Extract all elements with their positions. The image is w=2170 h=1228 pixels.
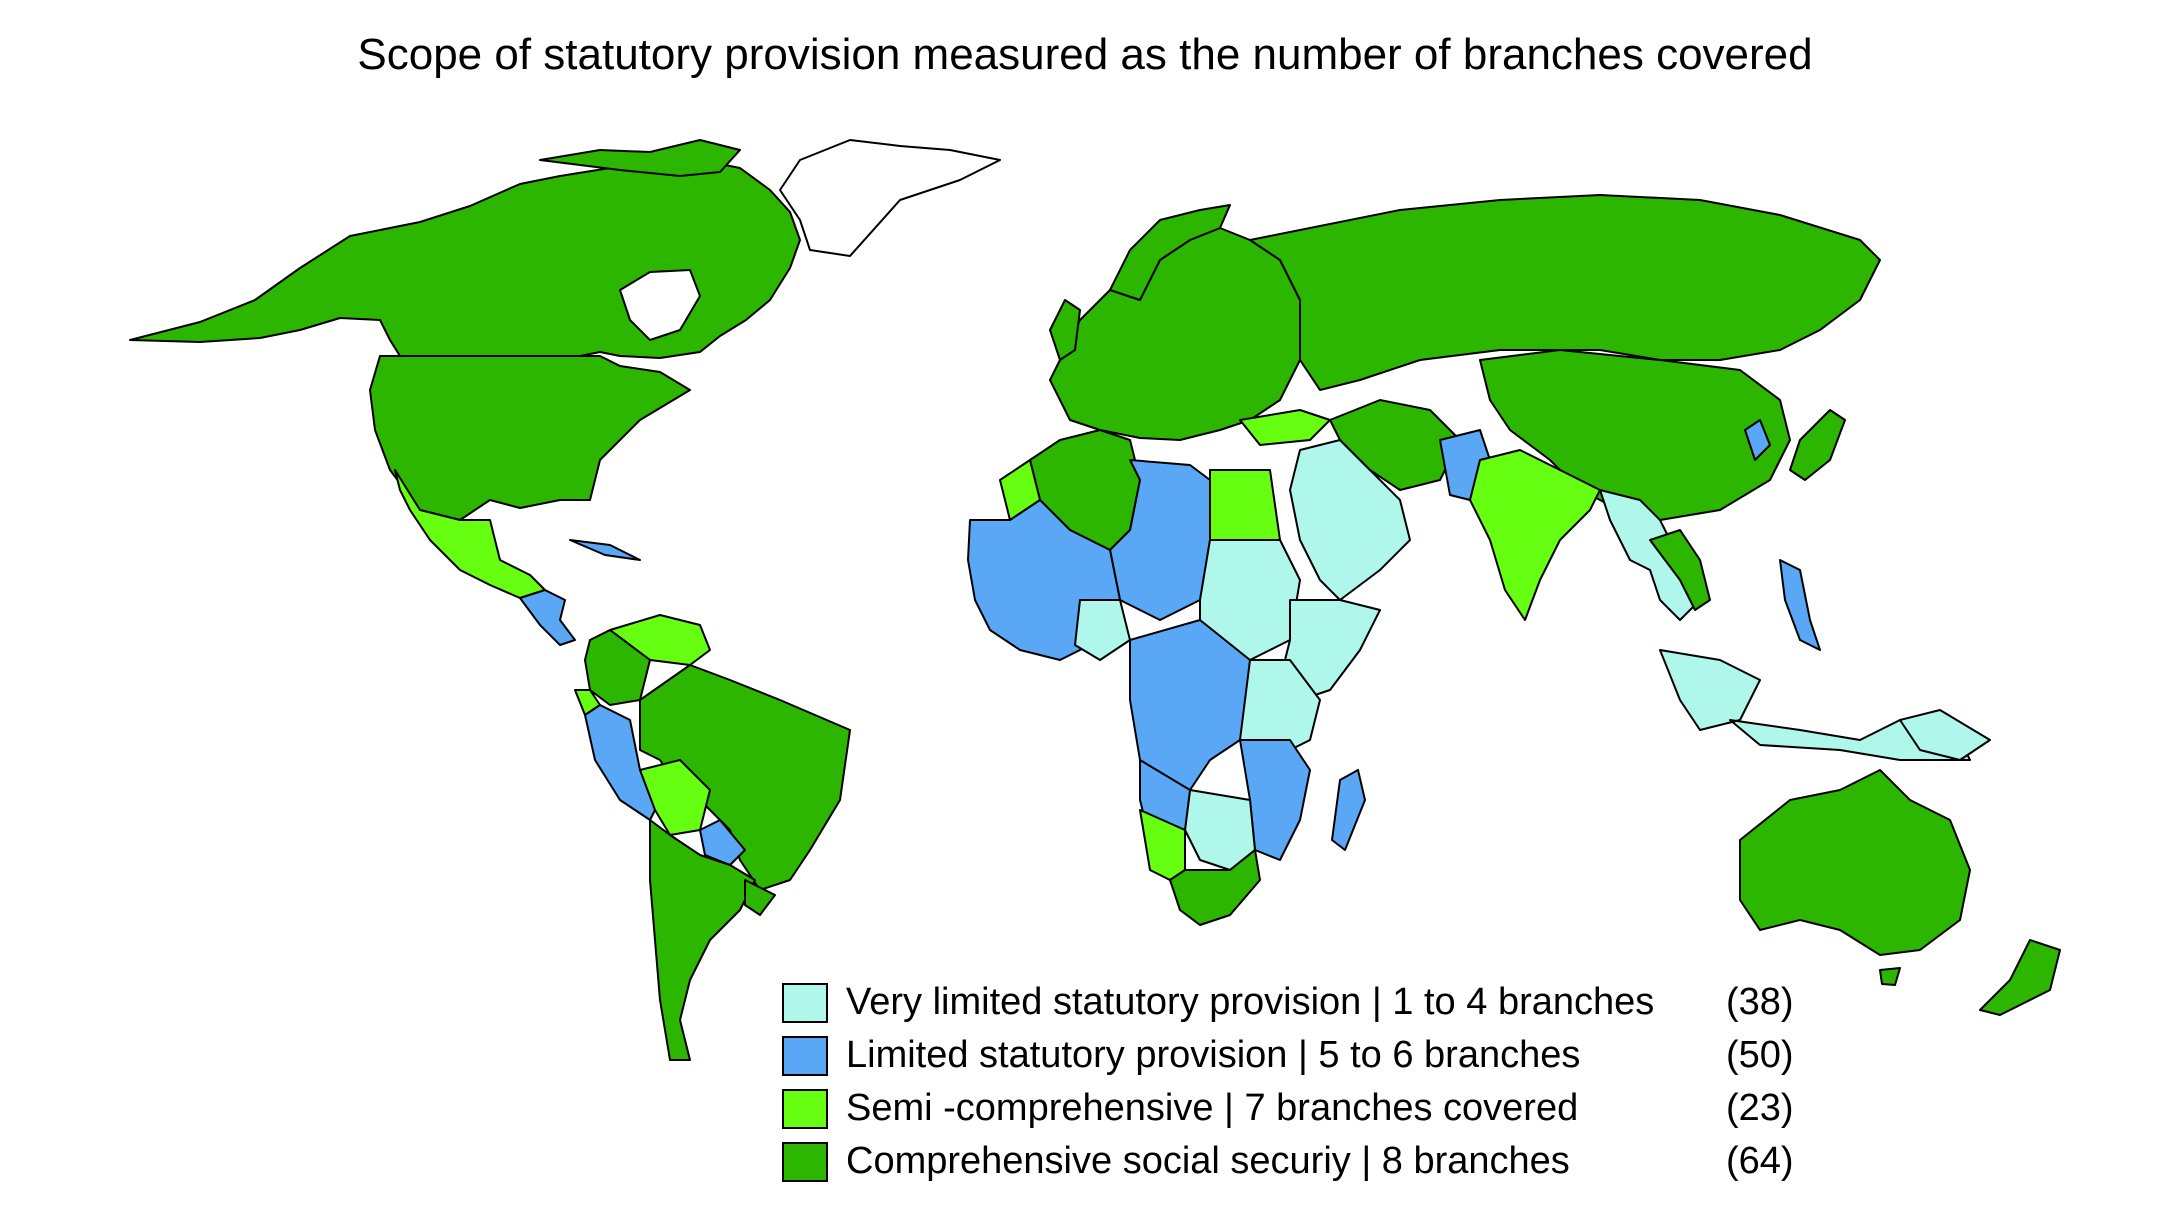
region-central-america	[519, 589, 576, 646]
legend-item-semi: Semi -comprehensive | 7 branches covered…	[782, 1082, 1882, 1135]
region-scandinavia	[1109, 204, 1231, 301]
legend-item-very-limited: Very limited statutory provision | 1 to …	[782, 976, 1882, 1029]
region-cuba	[569, 539, 641, 561]
legend-swatch-semi	[782, 1088, 828, 1129]
region-thailand-vietnam	[1649, 529, 1711, 611]
region-iran	[1329, 399, 1461, 491]
region-nigeria	[1074, 599, 1131, 661]
legend-label-very-limited: Very limited statutory provision | 1 to …	[846, 981, 1655, 1023]
region-new-zealand	[1979, 939, 2061, 1016]
legend-item-limited: Limited statutory provision | 5 to 6 bra…	[782, 1029, 1882, 1082]
region-usa	[369, 355, 691, 521]
legend-label-comprehensive: Comprehensive social securiy | 8 branche…	[846, 1140, 1570, 1182]
legend-swatch-very-limited	[782, 982, 828, 1023]
legend-count-semi: (23)	[1726, 1087, 1794, 1129]
region-central-africa	[1129, 619, 1251, 801]
region-russia	[1249, 194, 1881, 391]
region-philippines	[1779, 559, 1821, 651]
map-title: Scope of statutory provision measured as…	[357, 30, 1813, 79]
region-colombia	[584, 629, 651, 706]
legend-label-limited: Limited statutory provision | 5 to 6 bra…	[846, 1034, 1581, 1076]
region-paraguay	[699, 819, 746, 866]
region-madagascar	[1331, 769, 1366, 851]
region-se-asia	[1599, 489, 1701, 621]
region-europe	[1049, 227, 1301, 441]
legend-swatch-limited	[782, 1035, 828, 1076]
region-india	[1469, 449, 1601, 621]
legend-item-comprehensive: Comprehensive social securiy | 8 branche…	[782, 1135, 1882, 1188]
legend-count-limited: (50)	[1726, 1034, 1794, 1076]
region-argentina-chile	[649, 819, 756, 1061]
region-turkey	[1239, 409, 1331, 446]
region-tasmania	[1879, 967, 1901, 986]
region-uruguay	[744, 879, 776, 916]
legend-count-comprehensive: (64)	[1726, 1140, 1794, 1182]
legend-count-very-limited: (38)	[1726, 981, 1794, 1023]
region-arctic-islands	[539, 139, 741, 177]
region-papua	[1899, 709, 1991, 761]
region-libya-niger-chad	[1109, 459, 1211, 621]
region-korea	[1744, 419, 1771, 461]
legend: Very limited statutory provision | 1 to …	[782, 976, 1882, 1188]
region-greenland	[779, 139, 1001, 257]
region-egypt	[1209, 469, 1281, 541]
region-china	[1479, 349, 1791, 521]
region-uk	[1049, 299, 1081, 361]
region-canada-alaska	[129, 159, 801, 359]
region-japan	[1789, 409, 1846, 481]
legend-label-semi: Semi -comprehensive | 7 branches covered	[846, 1087, 1579, 1129]
legend-swatch-comprehensive	[782, 1141, 828, 1182]
region-australia	[1739, 769, 1971, 956]
region-horn	[1279, 599, 1381, 701]
region-hudson-bay	[619, 269, 701, 341]
region-south-africa	[1169, 849, 1261, 926]
